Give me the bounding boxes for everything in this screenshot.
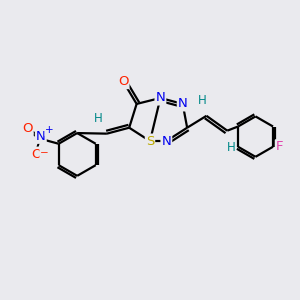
Text: O: O: [118, 75, 128, 88]
Text: −: −: [40, 148, 49, 158]
Text: O: O: [31, 148, 42, 161]
Text: S: S: [146, 135, 154, 148]
Text: N: N: [161, 135, 171, 148]
Text: H: H: [94, 112, 102, 125]
Text: O: O: [22, 122, 33, 135]
Text: N: N: [155, 92, 165, 104]
Text: N: N: [178, 98, 188, 110]
Text: H: H: [226, 140, 235, 154]
Text: N: N: [36, 130, 46, 143]
Text: H: H: [198, 94, 206, 106]
Text: +: +: [45, 125, 54, 135]
Text: F: F: [276, 140, 283, 153]
